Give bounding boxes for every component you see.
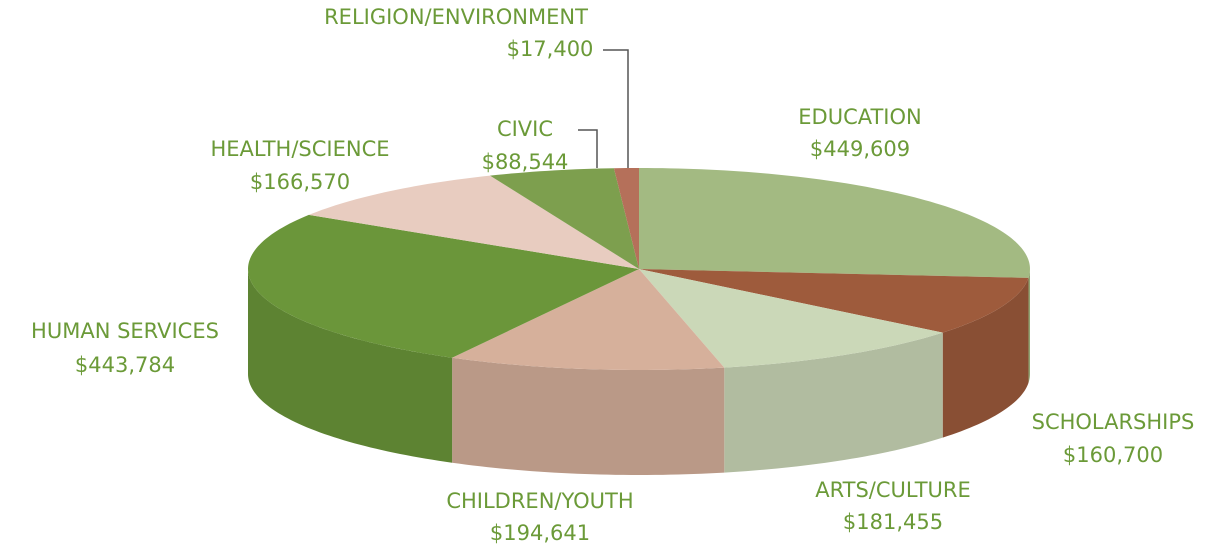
slice <box>639 269 943 368</box>
slice-label: CIVIC <box>497 117 553 141</box>
slice <box>452 269 725 370</box>
slice-side <box>248 269 453 463</box>
slice-label: EDUCATION <box>798 105 921 129</box>
slice <box>639 168 1030 278</box>
slice-side <box>724 332 943 473</box>
slice <box>248 214 640 358</box>
value-label: $88,544 <box>482 150 569 174</box>
slice-label: HEALTH/SCIENCE <box>210 137 389 161</box>
slice-side <box>1028 269 1030 383</box>
value-label: $194,641 <box>490 521 590 545</box>
slice-side <box>942 277 1029 438</box>
value-label: $443,784 <box>75 353 175 377</box>
slice <box>613 168 639 269</box>
slice-label: HUMAN SERVICES <box>31 319 219 343</box>
slice <box>639 269 1029 333</box>
leader-line <box>578 129 598 168</box>
slice-side <box>452 357 725 475</box>
slice <box>490 168 639 269</box>
slice-label: SCHOLARSHIPS <box>1032 410 1195 434</box>
value-label: $449,609 <box>810 137 910 161</box>
value-label: $160,700 <box>1063 443 1163 467</box>
value-label: $166,570 <box>250 170 350 194</box>
slice <box>308 175 639 269</box>
value-label: $17,400 <box>507 37 594 61</box>
slice-label: ARTS/CULTURE <box>815 478 971 502</box>
slice-label: RELIGION/ENVIRONMENT <box>324 5 588 29</box>
slice-label: CHILDREN/YOUTH <box>446 489 633 513</box>
value-label: $181,455 <box>843 510 943 534</box>
leader-line <box>603 49 629 170</box>
